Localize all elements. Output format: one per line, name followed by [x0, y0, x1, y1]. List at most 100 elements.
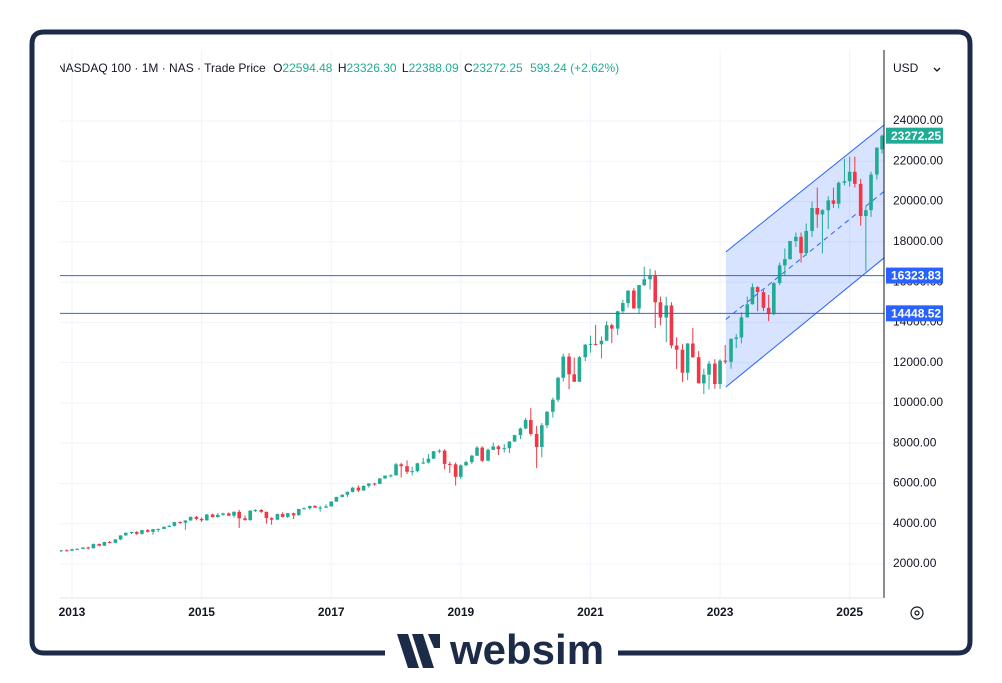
candle-body: [394, 464, 398, 476]
candle-body: [486, 449, 490, 461]
candle-body: [674, 345, 679, 350]
logo-mark: [397, 634, 419, 668]
candle-body: [567, 356, 571, 375]
x-tick-label: 2019: [447, 605, 474, 619]
candle-body: [134, 531, 139, 534]
candle-body: [448, 463, 452, 465]
candle-body: [107, 542, 112, 544]
candle-body: [318, 507, 322, 509]
candle-body: [572, 374, 577, 382]
candle-body: [280, 514, 285, 517]
logo-mark: [412, 634, 434, 668]
currency-dropdown[interactable]: [933, 67, 941, 72]
candle-body: [308, 506, 312, 509]
candle-body: [269, 518, 274, 520]
candle-body: [204, 514, 209, 521]
candle-body: [415, 463, 420, 472]
ohlc-value: 23326.30: [347, 61, 397, 75]
candle-body: [561, 356, 566, 378]
candle-body: [680, 349, 685, 373]
candle-body: [237, 511, 241, 519]
candle-body: [232, 511, 236, 516]
candle-body: [615, 311, 620, 329]
candle-body: [221, 513, 225, 515]
candle-body: [324, 506, 328, 508]
candle-body: [669, 305, 674, 346]
candle-body: [540, 425, 544, 448]
candle-body: [551, 399, 555, 412]
candle-body: [512, 435, 517, 442]
candle-body: [151, 529, 155, 532]
ohlc-label: C: [464, 61, 473, 75]
candle-body: [162, 526, 166, 529]
y-tick-label: 20000.00: [893, 194, 943, 208]
candle-body: [788, 241, 792, 260]
y-tick-label: 4000.00: [893, 516, 937, 530]
ohlc-label: L: [402, 61, 409, 75]
settings-icon[interactable]: [910, 606, 924, 620]
candle-body: [702, 374, 706, 384]
candle-body: [869, 174, 873, 211]
candle-body: [91, 544, 96, 549]
candle-body: [259, 510, 264, 512]
logo-mark: [428, 634, 440, 648]
candle-body: [275, 514, 280, 520]
candle-body: [632, 290, 636, 309]
candle-body: [804, 230, 809, 254]
candle-body: [70, 549, 74, 551]
candle-body: [502, 448, 507, 450]
candle-body: [604, 325, 609, 341]
candle-body: [685, 343, 690, 373]
candle-body: [389, 475, 393, 477]
x-tick-label: 2025: [836, 605, 863, 619]
candle-body: [826, 200, 831, 211]
candle-body: [102, 542, 107, 546]
last-price-label-bg: [886, 127, 943, 144]
candle-body: [847, 171, 852, 182]
candle-body: [739, 317, 744, 338]
candle-body: [313, 506, 317, 508]
axes: 2000.00 4000.00 6000.00 8000.00 10000.00 1200…: [59, 113, 944, 619]
candle-body: [626, 290, 630, 304]
x-tick-label: 2013: [59, 605, 86, 619]
price-line-label: 14448.52: [891, 307, 941, 321]
candle-body: [366, 483, 371, 486]
candle-body: [183, 520, 188, 523]
candle-body: [405, 466, 409, 472]
candle-body: [491, 446, 496, 450]
candle-body: [820, 210, 825, 215]
candle-body: [248, 510, 253, 521]
candle-body: [470, 455, 474, 463]
logo: websim: [397, 626, 604, 673]
candle-body: [864, 210, 868, 217]
candle-body: [297, 509, 301, 516]
candle-body: [113, 539, 118, 543]
candle-body: [334, 496, 339, 502]
grid: [60, 50, 884, 598]
candle-body: [156, 528, 160, 530]
last-price-label: 23272.25: [891, 129, 941, 143]
candle-body: [750, 287, 755, 305]
ohlc-value: 23272.25: [473, 61, 523, 75]
ohlc-value: 22388.09: [409, 61, 459, 75]
header: NASDAQ 100 · 1M · NAS · Trade Price O225…: [57, 61, 619, 75]
candle-body: [648, 275, 652, 280]
candle-body: [642, 279, 647, 286]
candle-body: [129, 531, 134, 533]
currency-label[interactable]: USD: [893, 61, 919, 75]
x-tick-label: 2021: [577, 605, 604, 619]
candle-body: [761, 292, 766, 308]
symbol-info: NASDAQ 100 · 1M · NAS · Trade Price O225…: [57, 61, 619, 75]
candle-body: [707, 363, 711, 375]
x-tick-label: 2023: [707, 605, 734, 619]
candle-body: [745, 304, 750, 318]
candle-body: [243, 518, 247, 521]
candle-body: [345, 491, 350, 495]
candle-body: [264, 511, 269, 519]
candle-body: [772, 283, 776, 315]
candle-body: [836, 182, 841, 204]
candle-body: [426, 458, 431, 463]
y-tick-label: 8000.00: [893, 435, 937, 449]
candle-body: [588, 343, 593, 345]
